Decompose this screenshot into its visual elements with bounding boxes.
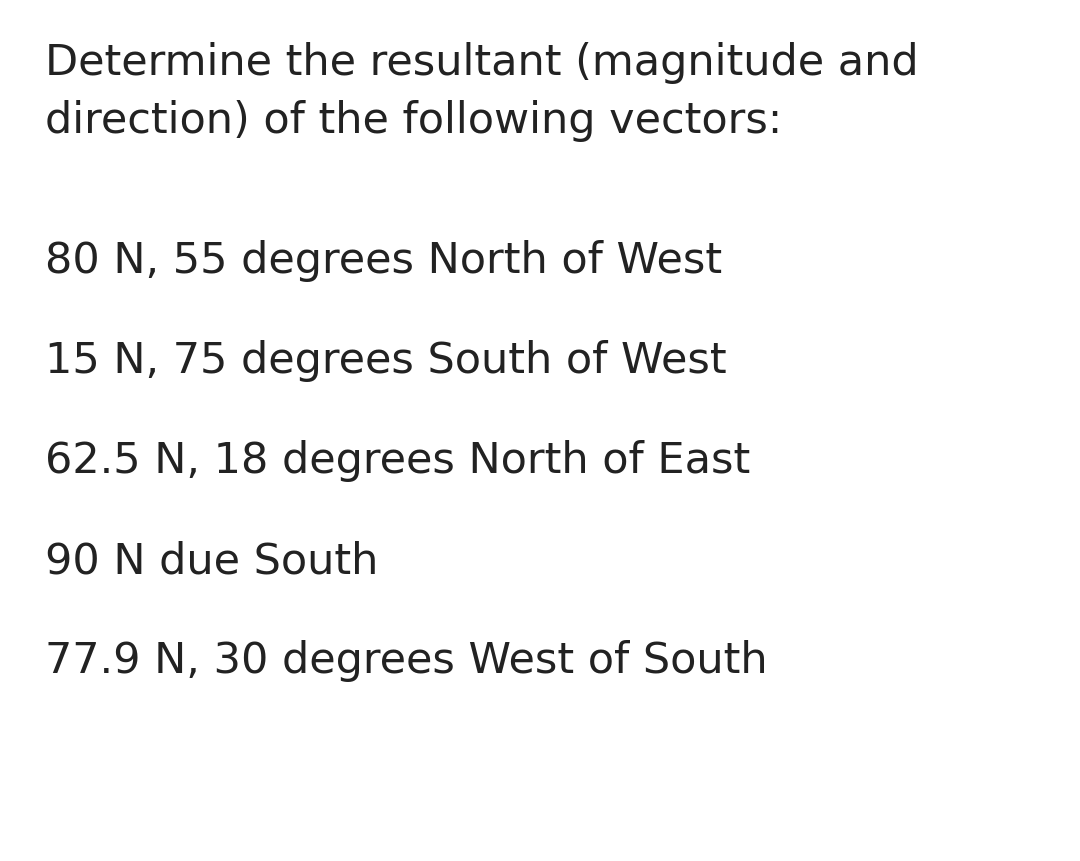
Text: 62.5 N, 18 degrees North of East: 62.5 N, 18 degrees North of East	[45, 440, 751, 482]
Text: 80 N, 55 degrees North of West: 80 N, 55 degrees North of West	[45, 240, 723, 282]
Text: 77.9 N, 30 degrees West of South: 77.9 N, 30 degrees West of South	[45, 640, 768, 682]
Text: 15 N, 75 degrees South of West: 15 N, 75 degrees South of West	[45, 340, 727, 382]
Text: 90 N due South: 90 N due South	[45, 540, 378, 582]
Text: Determine the resultant (magnitude and: Determine the resultant (magnitude and	[45, 42, 919, 84]
Text: direction) of the following vectors:: direction) of the following vectors:	[45, 100, 782, 142]
